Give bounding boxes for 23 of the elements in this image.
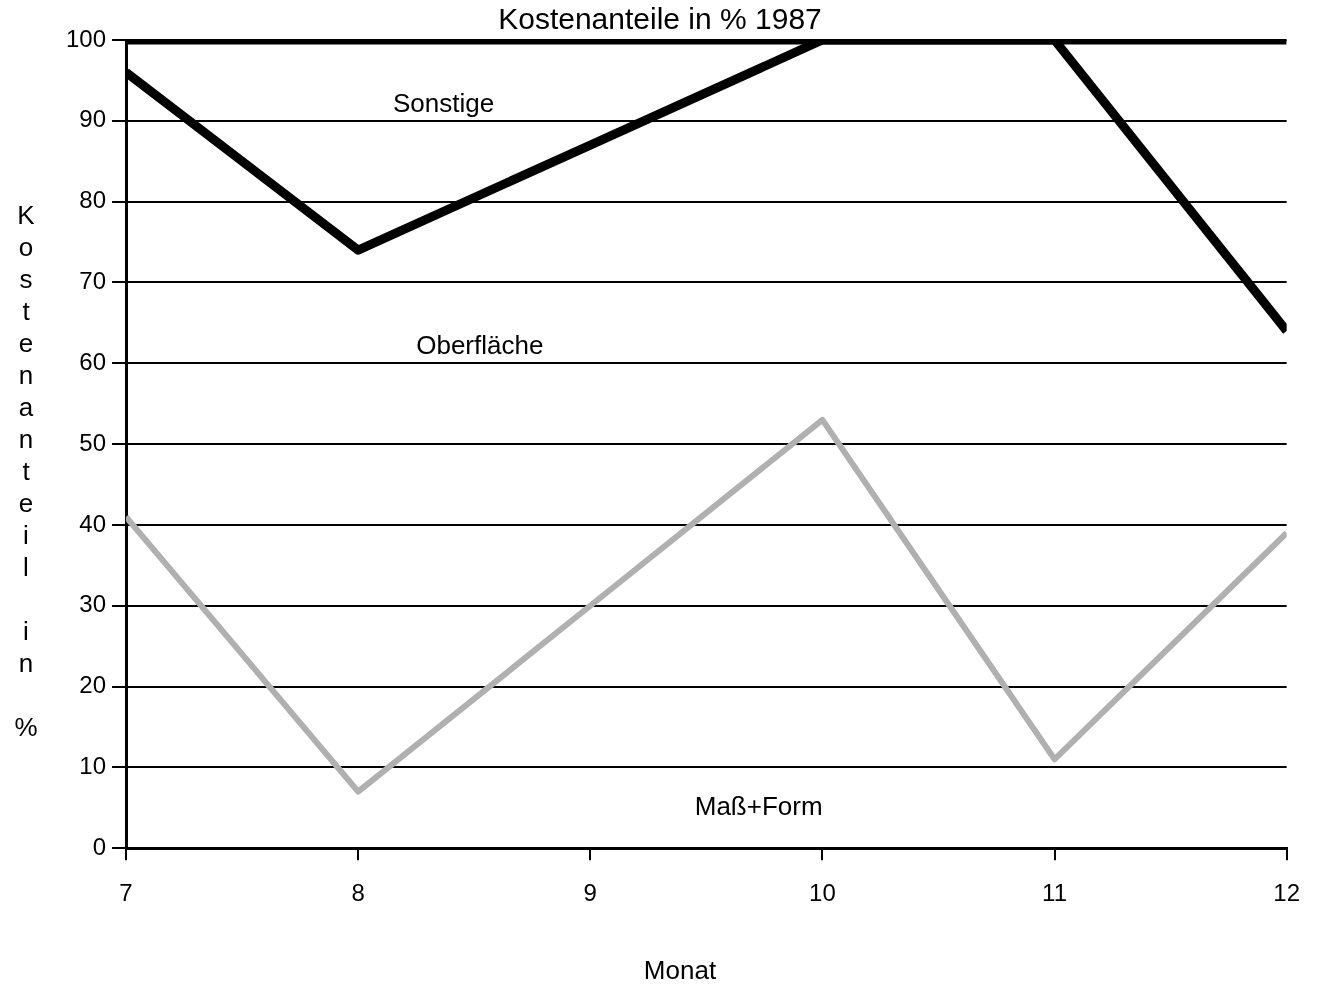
y-tick-label: 30 bbox=[79, 590, 107, 618]
y-tick-label: 100 bbox=[66, 24, 107, 52]
y-tick-label: 20 bbox=[79, 671, 107, 699]
annotation: Maß+Form bbox=[694, 790, 823, 821]
y-tick-label: 40 bbox=[79, 509, 107, 537]
x-axis-title: Monat bbox=[642, 955, 718, 986]
x-tick-label: 11 bbox=[1042, 879, 1067, 907]
y-tick-label: 0 bbox=[92, 832, 107, 860]
x-tick-label: 8 bbox=[351, 879, 365, 907]
x-tick-label: 10 bbox=[809, 879, 836, 907]
y-tick-label: 10 bbox=[79, 752, 107, 780]
y-tick-label: 50 bbox=[79, 428, 107, 456]
y-axis-title: Kostenanteil in % bbox=[10, 200, 41, 744]
y-tick-label: 60 bbox=[79, 347, 107, 375]
chart-title: Kostenanteile in % 1987 bbox=[498, 2, 822, 35]
annotation: Oberfläche bbox=[416, 330, 544, 361]
annotation: Sonstige bbox=[392, 87, 495, 118]
x-tick-label: 9 bbox=[583, 879, 597, 907]
y-tick-label: 80 bbox=[79, 186, 107, 214]
y-tick-label: 70 bbox=[79, 267, 107, 295]
y-tick-label: 90 bbox=[79, 105, 107, 133]
x-tick-label: 12 bbox=[1273, 879, 1300, 907]
x-tick-label: 7 bbox=[119, 879, 133, 907]
